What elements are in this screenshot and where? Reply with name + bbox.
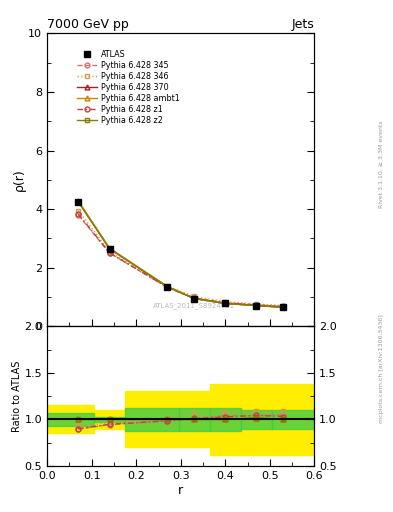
Pythia 6.428 ambt1 [107, 245, 112, 251]
Pythia 6.428 z2 [107, 246, 112, 252]
Pythia 6.428 z1 [76, 211, 81, 217]
Pythia 6.428 346 [192, 293, 196, 300]
Pythia 6.428 z2 [192, 295, 196, 302]
Pythia 6.428 345 [76, 212, 81, 218]
Legend: ATLAS, Pythia 6.428 345, Pythia 6.428 346, Pythia 6.428 370, Pythia 6.428 ambt1,: ATLAS, Pythia 6.428 345, Pythia 6.428 34… [73, 46, 184, 129]
Line: Pythia 6.428 z2: Pythia 6.428 z2 [76, 199, 286, 310]
Text: 7000 GeV pp: 7000 GeV pp [47, 18, 129, 31]
Line: Pythia 6.428 346: Pythia 6.428 346 [76, 208, 286, 308]
Pythia 6.428 z1 [107, 250, 112, 256]
Pythia 6.428 ambt1 [223, 301, 228, 307]
Pythia 6.428 ambt1 [165, 284, 170, 290]
Pythia 6.428 346 [223, 298, 228, 305]
Pythia 6.428 370 [76, 199, 81, 205]
Pythia 6.428 345 [281, 303, 286, 309]
Pythia 6.428 z1 [281, 304, 286, 310]
Y-axis label: Ratio to ATLAS: Ratio to ATLAS [12, 360, 22, 432]
Pythia 6.428 346 [165, 283, 170, 289]
Text: Jets: Jets [292, 18, 314, 31]
Pythia 6.428 370 [107, 246, 112, 252]
Pythia 6.428 ambt1 [192, 295, 196, 302]
Pythia 6.428 346 [254, 301, 259, 307]
Line: Pythia 6.428 345: Pythia 6.428 345 [76, 212, 286, 309]
Pythia 6.428 z1 [192, 295, 196, 301]
Pythia 6.428 z2 [223, 301, 228, 307]
Pythia 6.428 z1 [254, 302, 259, 308]
Text: Rivet 3.1.10, ≥ 3.3M events: Rivet 3.1.10, ≥ 3.3M events [379, 120, 384, 208]
Pythia 6.428 370 [254, 303, 259, 309]
Pythia 6.428 346 [107, 248, 112, 254]
Pythia 6.428 ambt1 [76, 198, 81, 204]
Pythia 6.428 346 [281, 303, 286, 309]
Pythia 6.428 345 [107, 250, 112, 256]
Pythia 6.428 370 [281, 304, 286, 310]
Pythia 6.428 370 [223, 301, 228, 307]
Pythia 6.428 370 [165, 284, 170, 290]
X-axis label: r: r [178, 483, 184, 497]
Pythia 6.428 z2 [76, 199, 81, 205]
Line: Pythia 6.428 z1: Pythia 6.428 z1 [76, 211, 286, 309]
Text: ATLAS_2011_S8924791: ATLAS_2011_S8924791 [153, 302, 235, 309]
Pythia 6.428 346 [76, 207, 81, 214]
Pythia 6.428 ambt1 [281, 304, 286, 310]
Pythia 6.428 z1 [165, 284, 170, 290]
Pythia 6.428 z1 [223, 300, 228, 306]
Pythia 6.428 345 [192, 295, 196, 301]
Text: mcplots.cern.ch [arXiv:1306.3436]: mcplots.cern.ch [arXiv:1306.3436] [379, 314, 384, 423]
Pythia 6.428 z2 [254, 303, 259, 309]
Pythia 6.428 z2 [281, 304, 286, 310]
Pythia 6.428 345 [165, 284, 170, 290]
Pythia 6.428 345 [223, 300, 228, 306]
Pythia 6.428 345 [254, 302, 259, 308]
Line: Pythia 6.428 370: Pythia 6.428 370 [76, 199, 286, 310]
Pythia 6.428 370 [192, 295, 196, 302]
Line: Pythia 6.428 ambt1: Pythia 6.428 ambt1 [76, 199, 286, 310]
Y-axis label: ρ(r): ρ(r) [13, 168, 26, 191]
Pythia 6.428 z2 [165, 284, 170, 290]
Pythia 6.428 ambt1 [254, 303, 259, 309]
